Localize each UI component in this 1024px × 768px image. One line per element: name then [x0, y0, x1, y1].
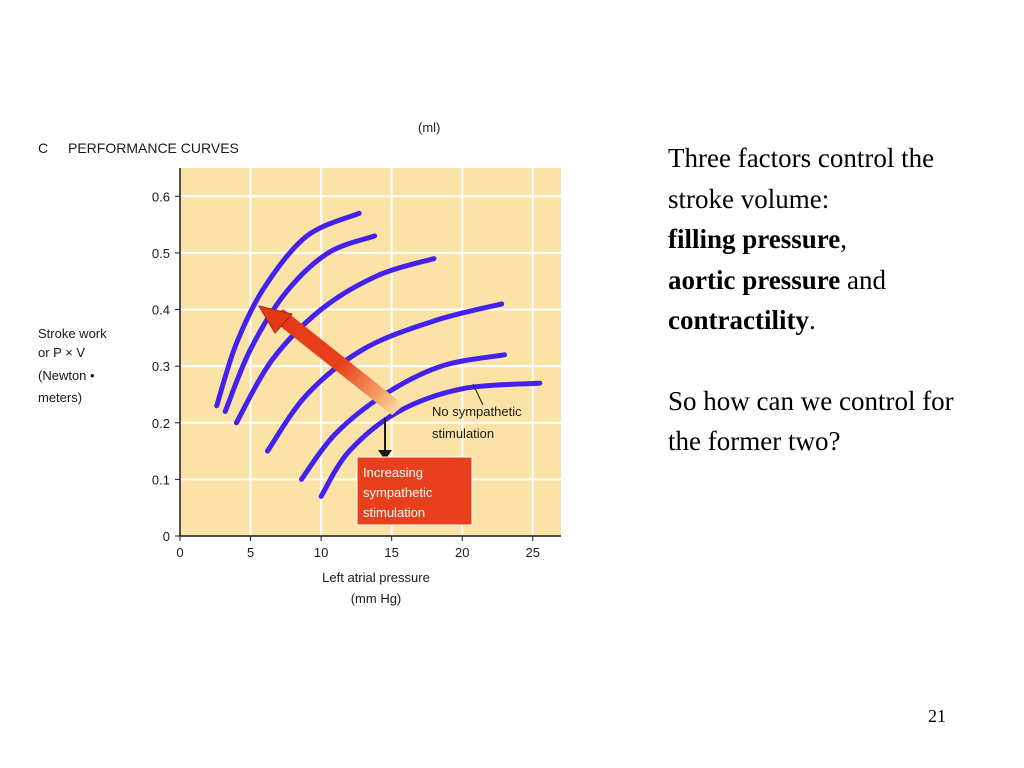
- x-tick-label-5: 5: [247, 545, 254, 560]
- y-tick-label-0.3: 0.3: [152, 359, 170, 374]
- factors-intro: Three factors control the stroke volume:: [668, 143, 935, 214]
- factor-filling-pressure: filling pressure: [668, 224, 841, 254]
- baseline-annotation-line-2: stimulation: [432, 426, 494, 441]
- panel-label: C: [38, 140, 48, 156]
- factor-aortic-pressure: aortic pressure: [668, 264, 841, 295]
- y-axis-label-line-2: or P × V: [38, 345, 85, 360]
- separator-period: .: [808, 305, 816, 335]
- x-tick-label-0: 0: [176, 545, 183, 560]
- tick-labels: 0 5 10 15 20 25 0 0.1 0.2 0.3 0.4 0.5 0.6: [152, 189, 540, 560]
- y-axis-label-line-3: (Newton •: [38, 368, 95, 383]
- y-tick-label-0: 0: [163, 529, 170, 544]
- performance-curve-6: [318, 380, 543, 499]
- increase-arrow: [257, 305, 404, 415]
- y-axis-label-line-4: meters): [38, 390, 82, 405]
- sympathetic-label-line-3: stimulation: [363, 505, 425, 520]
- separator-and: and: [840, 264, 886, 295]
- y-tick-label-0.2: 0.2: [152, 416, 170, 431]
- sympathetic-label-box: [356, 456, 473, 526]
- separator-comma: ,: [840, 224, 848, 254]
- y-tick-label-0.4: 0.4: [152, 303, 170, 318]
- baseline-leader-line: [472, 383, 484, 406]
- sympathetic-label-line-1: Increasing: [363, 465, 423, 480]
- y-tick-label-0.1: 0.1: [152, 472, 170, 487]
- x-tick-label-20: 20: [455, 545, 469, 560]
- baseline-annotation-line-1: No sympathetic: [432, 404, 522, 419]
- slide-body-text: Three factors control the stroke volume:…: [668, 138, 988, 462]
- y-tick-label-0.5: 0.5: [152, 246, 170, 261]
- paragraph-question: So how can we control for the former two…: [668, 385, 954, 457]
- x-axis-label-line-2: (mm Hg): [351, 591, 402, 606]
- page-number: 21: [928, 706, 946, 726]
- paragraph-factors: Three factors control the stroke volume:…: [668, 138, 988, 341]
- performance-curve-1: [214, 210, 362, 409]
- x-tick-label-10: 10: [314, 545, 328, 560]
- performance-curve-4: [265, 301, 505, 454]
- performance-curve-2: [222, 233, 378, 414]
- x-tick-label-15: 15: [384, 545, 398, 560]
- increase-arrow-shaft: [271, 309, 404, 415]
- factor-contractility: contractility: [668, 305, 809, 335]
- axes: [179, 168, 561, 537]
- performance-curve-3: [233, 256, 437, 426]
- unit-note: (ml): [418, 120, 440, 135]
- x-axis-label-line-1: Left atrial pressure: [322, 570, 430, 585]
- sympathetic-label-line-2: sympathetic: [363, 485, 433, 500]
- increase-arrow-head: [257, 305, 293, 334]
- y-axis-label-line-1: Stroke work: [38, 326, 107, 341]
- sympathetic-leader-tip: [378, 450, 392, 460]
- chart-title: PERFORMANCE CURVES: [68, 140, 239, 156]
- x-tick-label-25: 25: [526, 545, 540, 560]
- y-tick-label-0.6: 0.6: [152, 189, 170, 204]
